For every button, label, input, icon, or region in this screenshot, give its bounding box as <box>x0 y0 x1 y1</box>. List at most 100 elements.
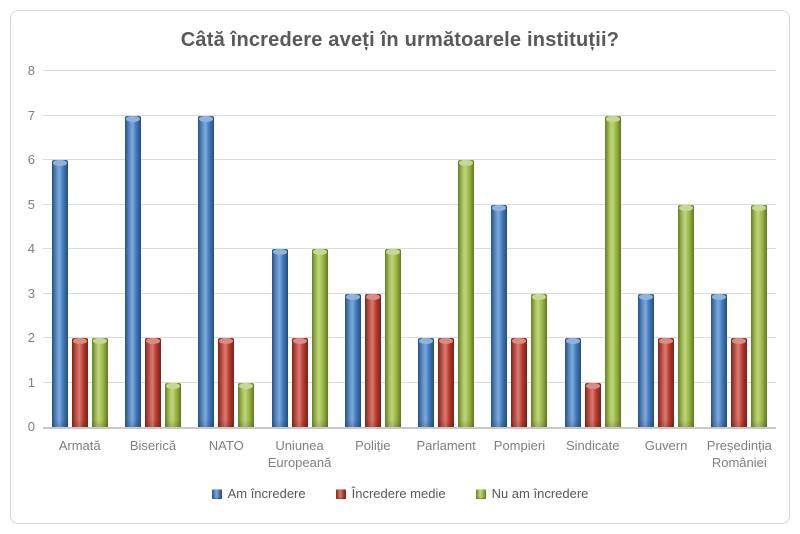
y-tick-label: 4 <box>27 241 35 256</box>
bar-cap <box>512 338 527 344</box>
legend-label: Am încredere <box>227 486 306 501</box>
bar-cap <box>345 293 360 300</box>
bar-group <box>629 73 702 427</box>
y-tick-label: 8 <box>27 63 35 78</box>
chart-title: Câtă încredere aveți în următoarele inst… <box>180 29 620 51</box>
bar <box>564 338 581 427</box>
y-tick-label: 0 <box>27 419 35 434</box>
gridline <box>43 292 776 294</box>
y-tick-label: 6 <box>27 152 35 167</box>
y-tick-label: 1 <box>27 374 35 390</box>
bar <box>198 115 215 427</box>
bar-cap <box>165 382 180 389</box>
bar-cap <box>439 338 454 344</box>
y-tick-label: 2 <box>27 330 35 345</box>
bar-cap <box>272 249 287 255</box>
bar <box>638 293 655 427</box>
bar-cap <box>585 382 600 389</box>
plot-wrap: 0 1 2 3 4 5 6 7 8 <box>28 63 776 434</box>
gridline <box>43 381 776 383</box>
bar <box>711 293 728 427</box>
bar-cap <box>492 204 507 211</box>
bar-cap <box>659 338 674 344</box>
bar <box>678 204 695 427</box>
legend-label: Încredere medie <box>351 486 446 501</box>
chart-frame: Câtă încredere aveți în următoarele inst… <box>10 10 790 524</box>
category-label: Pompieri <box>493 438 546 453</box>
bar <box>658 338 675 427</box>
bar <box>531 293 548 427</box>
category-label: Parlament <box>416 438 476 453</box>
bar <box>458 160 475 427</box>
bar <box>364 293 381 427</box>
bar-cap <box>679 204 694 211</box>
category-label: Guvern <box>644 438 688 453</box>
y-tick-label: 5 <box>27 196 35 212</box>
legend-label: Nu am încredere <box>491 486 589 501</box>
bar <box>51 160 68 427</box>
legend-marker <box>475 488 486 499</box>
bar <box>164 382 181 427</box>
bar-cap <box>712 293 727 300</box>
bar-groups <box>43 73 776 427</box>
bar <box>491 204 508 427</box>
bar <box>604 115 621 427</box>
bar <box>144 338 161 427</box>
bar-cap <box>459 160 474 166</box>
plot-area: 0 1 2 3 4 5 6 7 8 <box>28 63 776 434</box>
bar-cap <box>385 249 400 255</box>
bar-cap <box>199 115 214 122</box>
bar <box>511 338 528 427</box>
category-label: Uniunea Europeană <box>267 438 332 470</box>
bar-cap <box>239 382 254 389</box>
bar-cap <box>639 293 654 300</box>
bar-cap <box>72 338 87 344</box>
legend-item: Am încredere <box>211 486 306 501</box>
bar <box>418 338 435 427</box>
y-tick-label: 3 <box>27 285 35 301</box>
category-label: Președinția României <box>706 438 772 470</box>
bar-group <box>43 73 116 427</box>
legend-item: Nu am încredere <box>475 486 589 501</box>
category-label: Poliție <box>355 438 391 453</box>
bar-group <box>703 73 776 427</box>
x-axis-labels: Armată Biserică NATO Uniunea Europeană Poliț… <box>43 437 776 471</box>
bar-cap <box>92 338 107 344</box>
bar-cap <box>292 338 307 344</box>
legend-marker <box>211 488 222 499</box>
legend: Am încredere Încredere medie Nu am încrede… <box>11 486 789 501</box>
bar-group <box>409 73 482 427</box>
category-label: Sindicate <box>565 438 620 453</box>
bar-group <box>336 73 409 427</box>
gridline <box>43 114 776 116</box>
bar-group <box>483 73 556 427</box>
gridline <box>43 248 776 249</box>
bar <box>71 338 88 427</box>
bar-cap <box>532 293 547 300</box>
bar-cap <box>732 338 747 344</box>
bar-group <box>263 73 336 427</box>
bar <box>731 338 748 427</box>
bar <box>238 382 255 427</box>
bar <box>751 204 768 427</box>
bar <box>438 338 455 427</box>
bar-cap <box>52 160 67 166</box>
bar <box>584 382 601 427</box>
legend-marker <box>335 488 346 499</box>
bar-group <box>190 73 263 427</box>
gridline <box>43 337 776 338</box>
bar-cap <box>365 293 380 300</box>
bar <box>291 338 308 427</box>
bar-cap <box>125 115 140 122</box>
gridline <box>43 203 776 205</box>
gridline <box>43 70 776 71</box>
gridline <box>43 159 776 160</box>
bar <box>344 293 361 427</box>
bar-cap <box>565 338 580 344</box>
y-tick-label: 7 <box>27 107 35 123</box>
bar <box>124 115 141 427</box>
bar <box>91 338 108 427</box>
bar-cap <box>312 249 327 255</box>
bar-cap <box>605 115 620 122</box>
